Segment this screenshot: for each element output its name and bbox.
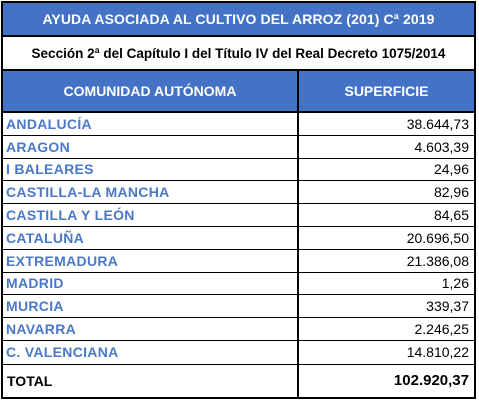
table-row: CASTILLA-LA MANCHA 82,96 [3, 181, 474, 205]
surface-table: AYUDA ASOCIADA AL CULTIVO DEL ARROZ (201… [1, 1, 476, 399]
column-header-surface: SUPERFICIE [344, 83, 429, 99]
community-cell: ARAGON [3, 135, 299, 158]
table-row: CASTILLA Y LEÓN 84,65 [3, 204, 474, 227]
community-cell: CATALUÑA [3, 226, 299, 249]
community-cell: NAVARRA [3, 318, 299, 340]
surface-cell: 24,96 [433, 161, 469, 178]
table-row: EXTREMADURA 21.386,08 [3, 249, 474, 273]
surface-cell: 1,26 [441, 275, 469, 292]
table-row: C. VALENCIANA 14.810,22 [3, 340, 474, 364]
surface-cell: 84,65 [433, 207, 469, 224]
total-label: TOTAL [3, 364, 299, 397]
table-row: ARAGON 4.603,39 [3, 135, 474, 159]
surface-cell: 20.696,50 [406, 229, 469, 246]
table-title: AYUDA ASOCIADA AL CULTIVO DEL ARROZ (201… [3, 3, 474, 37]
community-cell: I BALEARES [3, 158, 299, 181]
total-value: 102.920,37 [393, 372, 469, 390]
table-row: NAVARRA 2.246,25 [3, 318, 474, 341]
table-header-row: COMUNIDAD AUTÓNOMA SUPERFICIE [3, 71, 474, 113]
surface-cell: 339,37 [426, 298, 469, 315]
surface-cell: 38.644,73 [406, 115, 469, 132]
table-row: MURCIA 339,37 [3, 295, 474, 319]
community-cell: ANDALUCÍA [3, 113, 299, 135]
community-cell: CASTILLA Y LEÓN [3, 204, 299, 226]
community-cell: MADRID [3, 272, 299, 295]
total-row: TOTAL 102.920,37 [3, 363, 474, 397]
table-subtitle: Sección 2ª del Capítulo I del Título IV … [3, 37, 474, 71]
table-row: MADRID 1,26 [3, 272, 474, 296]
surface-cell: 82,96 [433, 184, 469, 201]
surface-cell: 21.386,08 [406, 252, 469, 269]
table-row: CATALUÑA 20.696,50 [3, 226, 474, 250]
table-row: ANDALUCÍA 38.644,73 [3, 113, 474, 136]
table-row: I BALEARES 24,96 [3, 158, 474, 182]
community-cell: C. VALENCIANA [3, 340, 299, 364]
community-cell: EXTREMADURA [3, 249, 299, 272]
surface-cell: 2.246,25 [414, 321, 470, 338]
community-cell: MURCIA [3, 295, 299, 318]
community-cell: CASTILLA-LA MANCHA [3, 181, 299, 204]
surface-cell: 4.603,39 [414, 138, 470, 155]
column-header-community: COMUNIDAD AUTÓNOMA [3, 71, 299, 111]
surface-cell: 14.810,22 [406, 344, 469, 361]
